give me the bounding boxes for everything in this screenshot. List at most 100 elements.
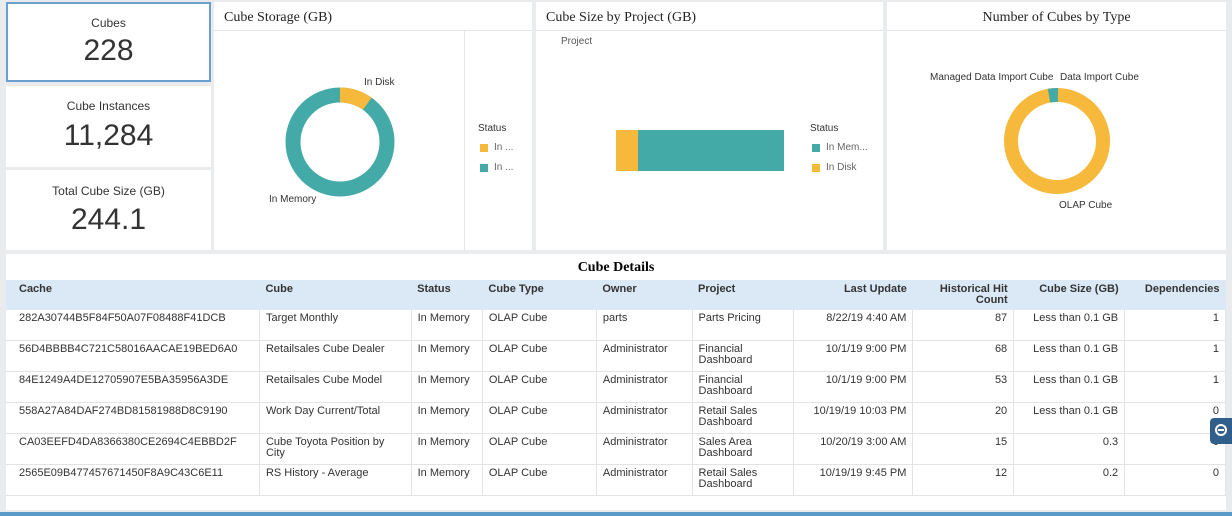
kpi-cubes-tile[interactable]: Cubes 228 — [6, 2, 211, 82]
cell-cache: 282A30744B5F84F50A07F08488F41DCB — [6, 310, 260, 341]
cell-cube: Work Day Current/Total — [259, 402, 412, 434]
cube-storage-title: Cube Storage (GB) — [224, 10, 333, 25]
table-row[interactable]: 84E1249A4DE12705907E5BA35956A3DE Retails… — [6, 371, 1226, 403]
cell-last-update: 10/1/19 9:00 PM — [793, 340, 914, 372]
cell-dependencies: 0 — [1124, 464, 1226, 496]
bar-in-memory[interactable] — [638, 130, 784, 171]
cell-dependencies: 1 — [1124, 371, 1226, 403]
cell-dependencies: 1 — [1124, 310, 1226, 341]
cell-project: Financial Dashboard — [692, 371, 795, 403]
cell-cube-size: Less than 0.1 GB — [1013, 310, 1126, 341]
col-header-cube-size[interactable]: Cube Size (GB) — [1013, 280, 1125, 310]
cell-hit-count: 20 — [912, 402, 1015, 434]
cell-cube-type: OLAP Cube — [482, 310, 597, 341]
col-header-cache[interactable]: Cache — [6, 280, 260, 310]
table-row[interactable]: CA03EEFD4DA8366380CE2694C4EBBD2F Cube To… — [6, 433, 1226, 465]
cube-details-table: Cache Cube Status Cube Type Owner Projec… — [6, 280, 1226, 496]
cell-owner: Administrator — [596, 371, 693, 403]
cell-cube-type: OLAP Cube — [482, 371, 597, 403]
col-header-project[interactable]: Project — [692, 280, 794, 310]
kpi-cubes-label: Cubes — [91, 16, 126, 30]
legend-swatch-disk — [812, 164, 820, 172]
kpi-size-value: 244.1 — [70, 203, 147, 236]
cell-hit-count: 53 — [912, 371, 1015, 403]
cell-cache: 84E1249A4DE12705907E5BA35956A3DE — [6, 371, 260, 403]
cell-last-update: 8/22/19 4:40 AM — [793, 310, 914, 341]
cell-cache: 56D4BBBB4C721C58016AACAE19BED6A0 — [6, 340, 260, 372]
cell-cube-size: Less than 0.1 GB — [1013, 340, 1126, 372]
col-header-cube[interactable]: Cube — [259, 280, 412, 310]
cell-status: In Memory — [411, 464, 483, 496]
cell-cube: Cube Toyota Position by City — [259, 433, 412, 465]
cell-project: Financial Dashboard — [692, 340, 795, 372]
cell-cache: 2565E09B477457671450F8A9C43C6E11 — [6, 464, 260, 496]
type-label-olap: OLAP Cube — [1059, 200, 1113, 211]
type-label-managed: Managed Data Import Cube — [930, 72, 1054, 83]
table-row[interactable]: 2565E09B477457671450F8A9C43C6E11 RS Hist… — [6, 464, 1226, 496]
side-panel-toggle-icon[interactable] — [1210, 418, 1232, 444]
bottom-status-bar — [0, 512, 1232, 516]
cube-size-project-title: Cube Size by Project (GB) — [546, 10, 697, 25]
cell-last-update: 10/20/19 3:00 AM — [793, 433, 914, 465]
kpi-instances-label: Cube Instances — [66, 99, 151, 113]
cell-hit-count: 87 — [912, 310, 1015, 341]
cell-project: Sales Area Dashboard — [692, 433, 795, 465]
project-legend-item-1[interactable]: In Mem... — [826, 142, 868, 153]
col-header-cube-type[interactable]: Cube Type — [482, 280, 597, 310]
cell-cube-type: OLAP Cube — [482, 433, 597, 465]
cell-dependencies: 0 — [1124, 402, 1226, 434]
cell-cube: Retailsales Cube Model — [259, 371, 412, 403]
donut-slice-in-disk — [285, 87, 395, 197]
cubes-by-type-panel: Number of Cubes by Type Managed Data Imp… — [887, 2, 1226, 250]
cell-hit-count: 15 — [912, 433, 1015, 465]
cell-cube-size: Less than 0.1 GB — [1013, 371, 1126, 403]
cell-status: In Memory — [411, 433, 483, 465]
cell-dependencies: 1 — [1124, 340, 1226, 372]
bar-in-disk[interactable] — [616, 130, 638, 171]
table-row[interactable]: 56D4BBBB4C721C58016AACAE19BED6A0 Retails… — [6, 340, 1226, 372]
storage-legend-item-1[interactable]: In ... — [494, 142, 514, 153]
cell-cube-type: OLAP Cube — [482, 464, 597, 496]
col-header-hit-count[interactable]: Historical Hit Count — [912, 280, 1014, 310]
kpi-instances-tile[interactable]: Cube Instances 11,284 — [6, 86, 211, 167]
cell-cache: 558A27A84DAF274BD81581988D8C9190 — [6, 402, 260, 434]
col-header-last-update[interactable]: Last Update — [793, 280, 913, 310]
donut-slice-in-memory — [285, 87, 395, 197]
cell-cube-size: 0.3 — [1013, 433, 1126, 465]
table-row[interactable]: 282A30744B5F84F50A07F08488F41DCB Target … — [6, 310, 1226, 341]
legend-swatch-memory — [480, 164, 488, 172]
col-header-owner[interactable]: Owner — [596, 280, 693, 310]
cube-details-panel: Cube Details Cache Cube Status Cube Type… — [6, 254, 1226, 510]
kpi-size-label: Total Cube Size (GB) — [52, 184, 165, 198]
cubes-by-type-title: Number of Cubes by Type — [982, 10, 1131, 25]
cell-hit-count: 12 — [912, 464, 1015, 496]
project-legend-item-2[interactable]: In Disk — [826, 162, 857, 173]
cell-last-update: 10/19/19 10:03 PM — [793, 402, 914, 434]
cell-status: In Memory — [411, 371, 483, 403]
cell-project: Retail Sales Dashboard — [692, 464, 795, 496]
cell-status: In Memory — [411, 310, 483, 341]
cell-cube-size: Less than 0.1 GB — [1013, 402, 1126, 434]
donut-slice-managed-import — [1004, 88, 1110, 194]
col-header-status[interactable]: Status — [411, 280, 483, 310]
cell-status: In Memory — [411, 402, 483, 434]
cell-project: Parts Pricing — [692, 310, 795, 341]
cell-cube-size: 0.2 — [1013, 464, 1126, 496]
cell-owner: Administrator — [596, 433, 693, 465]
cube-storage-donut[interactable] — [280, 82, 400, 202]
project-legend-title: Status — [810, 123, 839, 134]
cell-last-update: 10/1/19 9:00 PM — [793, 371, 914, 403]
cube-details-title: Cube Details — [577, 260, 655, 275]
table-row[interactable]: 558A27A84DAF274BD81581988D8C9190 Work Da… — [6, 402, 1226, 434]
kpi-size-tile[interactable]: Total Cube Size (GB) 244.1 — [6, 170, 211, 250]
cell-cube: RS History - Average — [259, 464, 412, 496]
storage-legend-item-2[interactable]: In ... — [494, 162, 514, 173]
storage-label-disk: In Disk — [364, 77, 395, 88]
cell-cube: Target Monthly — [259, 310, 412, 341]
cubes-by-type-donut[interactable] — [1000, 84, 1114, 198]
cell-owner: Administrator — [596, 340, 693, 372]
cell-owner: parts — [596, 310, 693, 341]
cell-project: Retail Sales Dashboard — [692, 402, 795, 434]
project-axis-label: Project — [561, 36, 593, 47]
col-header-dependencies[interactable]: Dependencies — [1124, 280, 1226, 310]
